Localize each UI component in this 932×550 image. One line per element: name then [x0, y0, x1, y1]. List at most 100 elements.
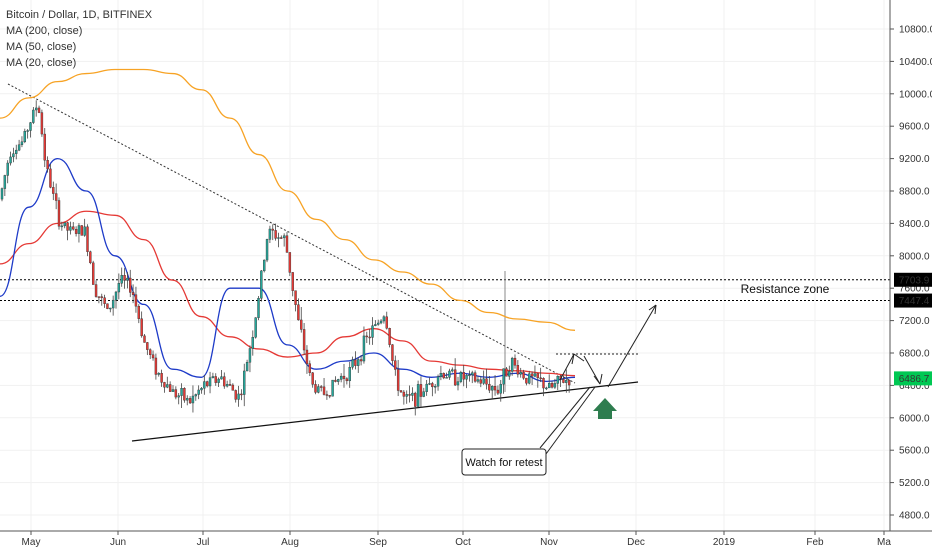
candle-body — [186, 398, 189, 401]
candle-body — [123, 274, 126, 281]
candle-body — [311, 372, 314, 385]
candle-body — [305, 349, 309, 364]
candle-body — [217, 378, 220, 383]
candle-body — [308, 363, 311, 373]
candle-body — [205, 381, 209, 387]
candle-body — [223, 376, 226, 387]
candle-body — [15, 149, 18, 154]
candle-body — [485, 378, 488, 385]
price-label-box — [894, 371, 932, 386]
candle-body — [567, 380, 571, 386]
candle-body — [416, 384, 420, 407]
x-tick-label: Aug — [281, 537, 299, 548]
candle-body — [499, 383, 502, 394]
candle-body — [3, 175, 7, 189]
candle-body — [89, 251, 92, 264]
y-tick-label: 8400.0 — [899, 219, 930, 230]
candle-body — [120, 274, 123, 284]
candle-body — [194, 394, 198, 397]
candle-body — [436, 376, 440, 387]
y-axis: 10800.0 10400.0 10000.0 9600.0 9200.0 8800.0 8… — [889, 0, 932, 531]
candle-body — [103, 297, 106, 304]
candle-body — [271, 228, 274, 231]
candle-body — [388, 328, 391, 345]
y-tick-label: 8800.0 — [899, 187, 930, 198]
chart-legend: Bitcoin / Dollar, 1D, BITFINEX MA (200, … — [6, 7, 152, 71]
candle-body — [548, 383, 551, 389]
candle-body — [228, 384, 232, 386]
candle-body — [183, 388, 186, 401]
candle-body — [451, 369, 454, 372]
candle-body — [402, 391, 406, 397]
candle-body — [46, 159, 49, 170]
candle-body — [357, 359, 360, 366]
candle-body — [140, 318, 143, 337]
candle-body — [414, 392, 417, 407]
x-tick-label: Jul — [197, 537, 210, 548]
candle-body — [496, 389, 500, 394]
y-tick-label: 6800.0 — [899, 349, 930, 360]
candle-body — [425, 383, 428, 392]
candle-body — [274, 230, 277, 239]
candle-body — [160, 373, 163, 383]
candle-body — [69, 226, 72, 231]
candle-body — [91, 262, 95, 285]
candle-body — [468, 374, 471, 377]
y-tick-label: 5600.0 — [899, 446, 930, 457]
candle-body — [519, 372, 522, 375]
candle-body — [126, 277, 129, 281]
candle-body — [502, 368, 505, 385]
x-tick-label: May — [22, 537, 41, 548]
candle-body — [471, 372, 474, 376]
candle-body — [539, 377, 542, 380]
candle-body — [72, 226, 75, 230]
candle-body — [408, 394, 411, 396]
candle-body — [208, 377, 212, 387]
arrowhead — [571, 353, 585, 365]
candle-body — [197, 389, 200, 395]
candle-body — [508, 371, 511, 377]
candle-body — [117, 283, 121, 293]
callout-pointer — [539, 386, 591, 449]
candle-body — [240, 393, 243, 396]
candle-body — [459, 372, 463, 382]
legend-ma200: MA (200, close) — [6, 25, 83, 37]
candle-body — [482, 378, 485, 384]
projection-breakout-arrow — [607, 304, 657, 388]
candle-body — [325, 394, 329, 396]
candle-body — [422, 391, 425, 397]
candle-body — [453, 369, 457, 386]
candle-body — [339, 375, 343, 380]
ma200-line — [0, 68, 576, 331]
candle-body — [80, 225, 84, 236]
buy-arrow-icon — [593, 398, 617, 419]
price-label: 7447.4 — [899, 296, 930, 307]
candle-body — [29, 122, 32, 131]
candle-body — [257, 298, 260, 318]
annotations: Resistance zone Watch for retest — [461, 282, 830, 476]
candle-body — [225, 384, 229, 387]
candle-body — [419, 384, 423, 397]
candle-body — [188, 398, 192, 404]
candle-body — [60, 225, 64, 228]
candle-body — [317, 386, 320, 393]
candle-body — [288, 252, 292, 273]
x-axis: May Jun Jul Aug Sep Oct Nov Dec 2019 Feb Ma — [0, 530, 932, 548]
candle-body — [351, 359, 354, 368]
y-tick-label: 9200.0 — [899, 154, 930, 165]
candle-body — [166, 384, 169, 388]
candle-body — [111, 299, 115, 309]
y-tick-label: 4800.0 — [899, 511, 930, 522]
candle-body — [536, 373, 539, 379]
candle-body — [243, 370, 246, 395]
candle-body — [234, 390, 237, 400]
candle-body — [63, 222, 66, 227]
candle-body — [462, 372, 465, 380]
candle-body — [9, 156, 12, 164]
candle-body — [268, 228, 272, 240]
x-tick-label: Jun — [110, 537, 126, 548]
candle-body — [513, 357, 517, 366]
price-label-box — [894, 272, 932, 287]
candle-body — [163, 382, 166, 388]
candle-body — [328, 395, 331, 397]
